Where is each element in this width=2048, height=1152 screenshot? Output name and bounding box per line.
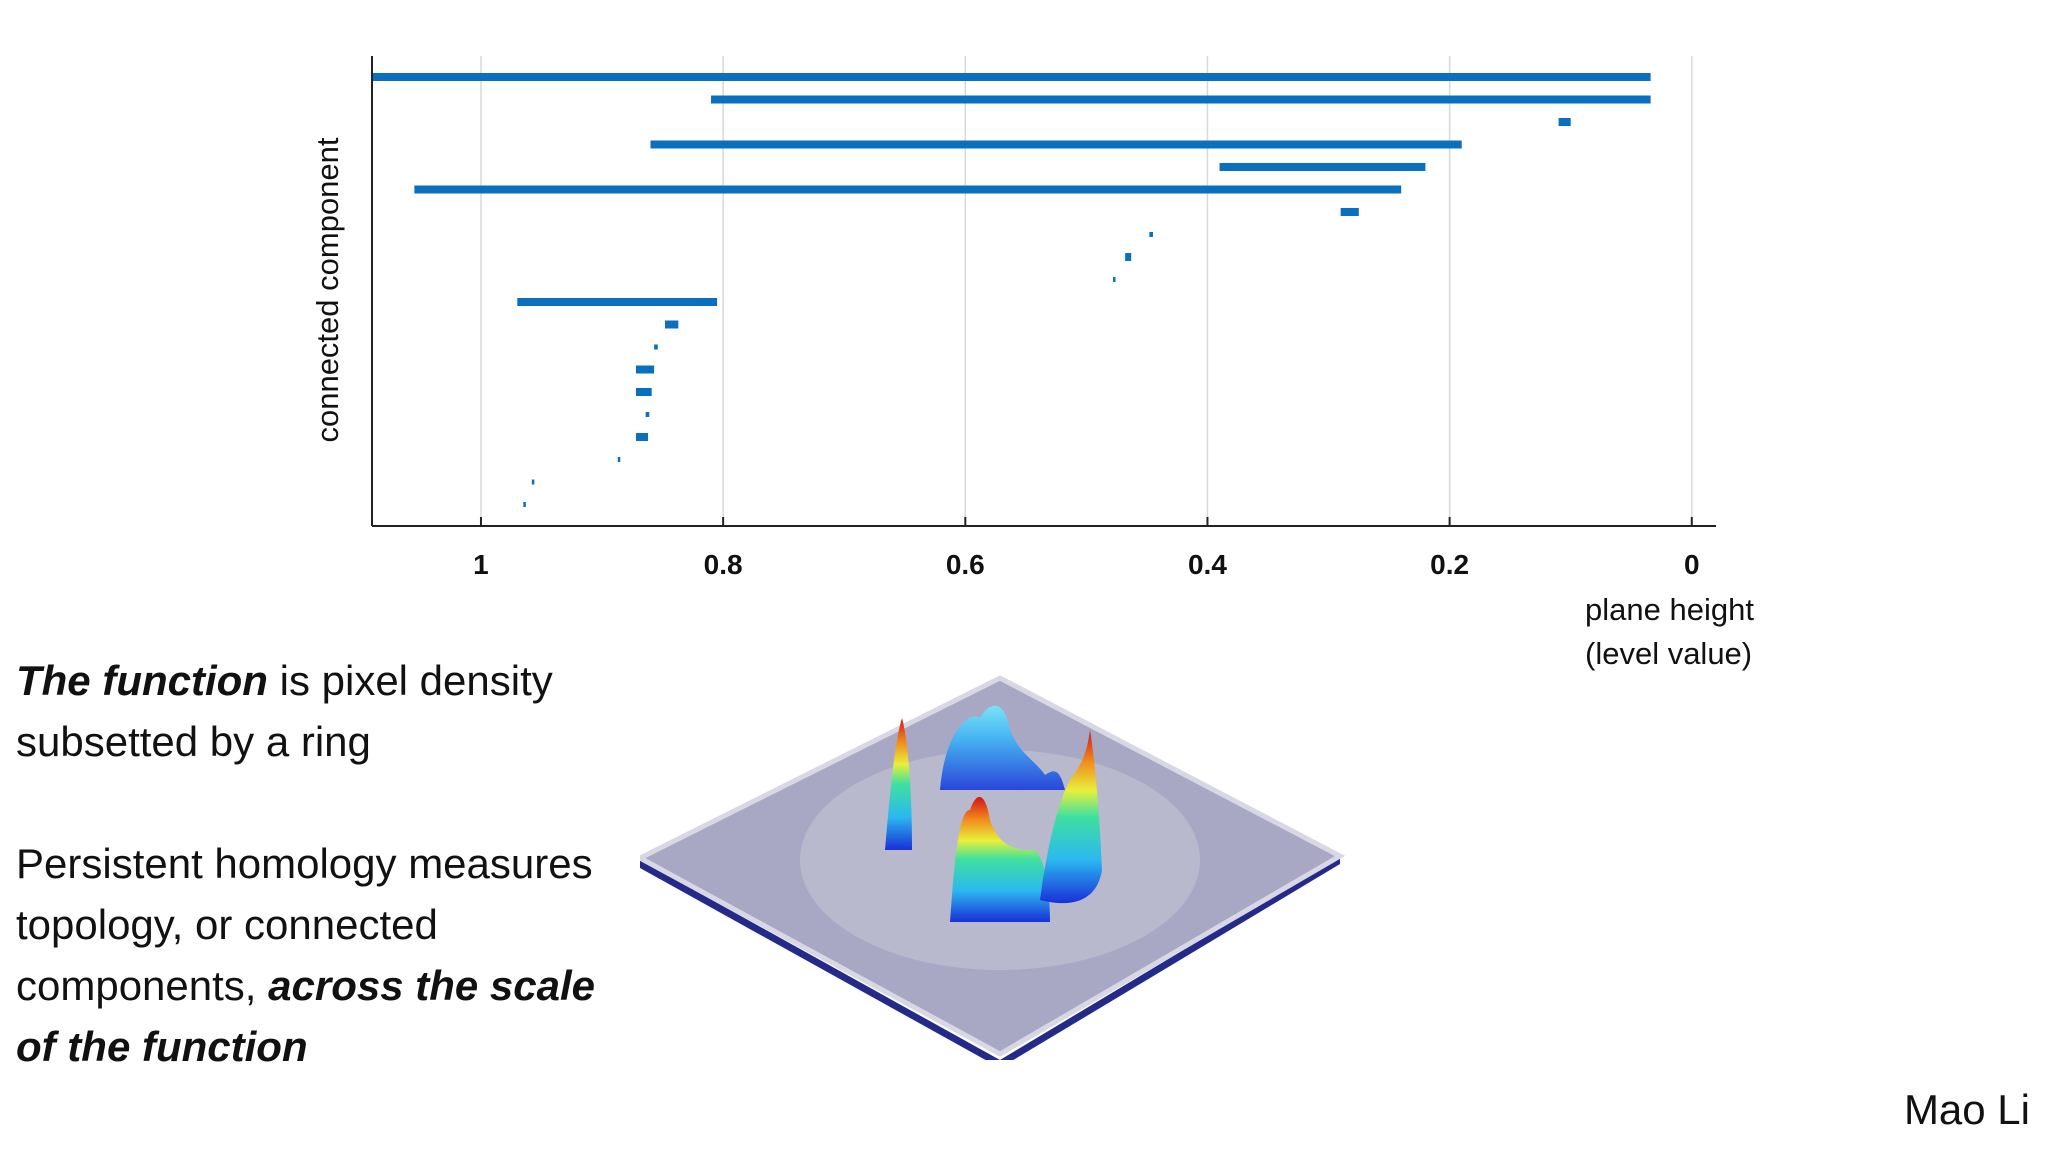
barcode-bar	[1125, 253, 1132, 261]
caption-emphasis-function: The function	[16, 657, 268, 704]
peak-back	[940, 705, 1065, 790]
barcode-bar	[645, 412, 650, 417]
caption: The function is pixel density subsetted …	[16, 650, 636, 1077]
barcode-bar	[711, 95, 1651, 104]
barcode-bar	[635, 365, 655, 374]
barcode-bar	[531, 479, 535, 485]
x-tick-label: 0	[1684, 549, 1700, 580]
barcode-bar	[1340, 208, 1359, 216]
x-tick-label: 0.8	[704, 549, 743, 580]
x-tick-label: 0.2	[1430, 549, 1469, 580]
x-tick-label: 0.6	[946, 549, 985, 580]
axes	[371, 56, 1716, 527]
barcode-bar	[1558, 118, 1571, 126]
x-tick-labels: 1 0.8 0.6 0.4 0.2 0	[473, 549, 1699, 580]
plane-rim	[640, 675, 1346, 1057]
x-tick-label: 1	[473, 549, 489, 580]
barcode-bar	[517, 298, 718, 306]
barcode-bar	[372, 73, 1651, 81]
caption-emphasis-scale: across the scale of the function	[16, 962, 596, 1070]
persistence-barcode-chart: 1 0.8 0.6 0.4 0.2 0	[371, 56, 1716, 580]
barcode-bar	[1219, 163, 1426, 171]
author-name: Mao Li	[1903, 1086, 2030, 1133]
peak-front-right	[1040, 730, 1102, 904]
barcode-bar	[635, 433, 649, 441]
bars	[372, 73, 1651, 507]
barcode-bar	[665, 320, 679, 329]
caption-paragraph-2: Persistent homology measures topology, o…	[16, 833, 636, 1077]
barcode-bar	[523, 502, 526, 507]
x-tick-label: 0.4	[1188, 549, 1227, 580]
x-axis-label-line2: (level value)	[1585, 636, 1753, 671]
caption-text-2: Persistent homology measures topology, o…	[16, 840, 593, 1009]
barcode-bar	[635, 388, 652, 396]
gridlines	[480, 56, 1693, 526]
caption-text-1: is pixel density subsetted by a ring	[16, 657, 553, 765]
barcode-bar	[414, 185, 1402, 194]
peak-left	[885, 718, 912, 850]
x-axis-label: plane height (level value)	[1585, 588, 1754, 676]
caption-paragraph-1: The function is pixel density subsetted …	[16, 650, 636, 772]
barcode-bar	[1149, 232, 1153, 237]
y-axis-label: connected component	[310, 137, 345, 443]
peak-front-left	[950, 796, 1050, 922]
barcode-bar	[650, 140, 1462, 149]
density-surface-illustration	[640, 675, 1346, 1060]
barcode-bar	[1113, 277, 1116, 282]
barcode-bar	[617, 457, 621, 462]
x-axis-label-line1: plane height	[1585, 592, 1754, 627]
barcode-bar	[654, 344, 658, 350]
